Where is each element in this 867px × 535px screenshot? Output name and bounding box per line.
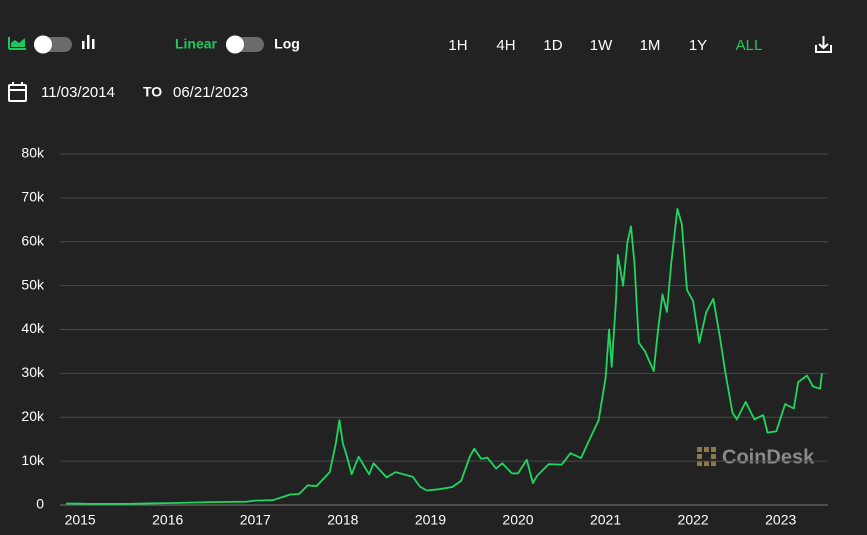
range-button[interactable]: ALL (736, 37, 763, 54)
watermark-logo (697, 447, 716, 466)
bar-chart-icon[interactable] (82, 35, 95, 49)
date-to-label: TO (143, 84, 162, 100)
range-button[interactable]: 4H (496, 37, 515, 54)
area-chart-icon[interactable] (8, 37, 26, 50)
y-tick-label: 10k (21, 452, 45, 468)
x-tick-label: 2016 (152, 512, 183, 528)
y-tick-label: 30k (21, 364, 45, 380)
y-tick-label: 60k (21, 232, 45, 248)
x-tick-label: 2021 (590, 512, 621, 528)
date-from[interactable]: 11/03/2014 (41, 84, 115, 101)
price-line (66, 207, 823, 505)
range-button[interactable]: 1Y (689, 37, 707, 54)
y-tick-label: 50k (21, 276, 45, 292)
range-button[interactable]: 1H (448, 37, 467, 54)
x-tick-label: 2022 (678, 512, 709, 528)
date-to[interactable]: 06/21/2023 (173, 84, 248, 101)
x-tick-label: 2017 (240, 512, 271, 528)
x-tick-label: 2020 (502, 512, 533, 528)
x-tick-label: 2015 (65, 512, 96, 528)
watermark: CoinDesk (722, 446, 815, 468)
y-tick-label: 0 (36, 496, 44, 512)
log-label[interactable]: Log (274, 36, 300, 52)
y-tick-label: 70k (21, 189, 45, 205)
download-icon[interactable] (815, 36, 832, 53)
scale-toggle[interactable] (226, 35, 264, 54)
range-button[interactable]: 1W (590, 37, 613, 54)
y-tick-label: 20k (21, 408, 45, 424)
x-tick-label: 2019 (415, 512, 446, 528)
x-tick-label: 2023 (765, 512, 796, 528)
chart-type-toggle[interactable] (34, 35, 72, 54)
range-button[interactable]: 1D (543, 37, 562, 54)
y-tick-label: 40k (21, 320, 45, 336)
y-tick-label: 80k (21, 145, 45, 161)
x-tick-label: 2018 (327, 512, 358, 528)
calendar-icon[interactable] (8, 82, 27, 102)
linear-label[interactable]: Linear (175, 36, 218, 52)
range-button[interactable]: 1M (640, 37, 661, 54)
